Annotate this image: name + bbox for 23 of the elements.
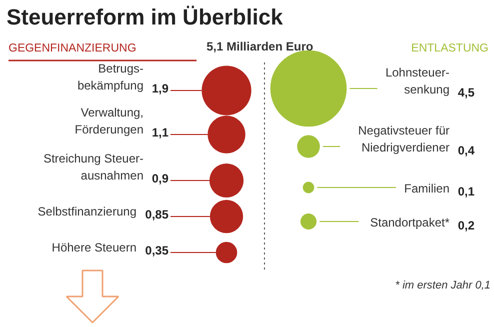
data-label: 4,5	[458, 86, 475, 100]
category-label: Höhere Steuern	[52, 240, 137, 254]
text: * im ersten Jahr 0,1	[395, 280, 490, 292]
category-label: Familien	[404, 182, 450, 196]
category-label: Lohnsteuer- senkung	[385, 66, 450, 96]
data-label: 0,2	[458, 218, 475, 232]
legend-label: ENTLASTUNG	[411, 42, 489, 54]
text: 5,1 Milliarden Euro	[206, 40, 314, 54]
category-label: Selbstfinanzierung	[38, 204, 137, 218]
category-label: Streichung Steuer- ausnahmen	[43, 152, 144, 182]
category-label: Verwaltung, Förderungen	[74, 106, 144, 136]
data-label: 1,9	[152, 82, 169, 96]
data-label: 0,35	[145, 244, 169, 258]
data-label: 0,1	[458, 184, 475, 198]
data-label: 0,85	[145, 208, 169, 222]
text: Steuerreform im Überblick	[6, 4, 284, 30]
category-label: Standortpaket*	[370, 216, 450, 230]
legend-label: GEGENFINANZIERUNG	[8, 42, 136, 54]
data-label: 0,4	[458, 144, 475, 158]
data-label: 0,9	[152, 172, 169, 186]
data-label: 1,1	[152, 126, 169, 140]
category-label: Negativsteuer für Niedrigverdiener	[358, 124, 450, 154]
category-label: Betrugs- bekämpfung	[77, 62, 144, 92]
